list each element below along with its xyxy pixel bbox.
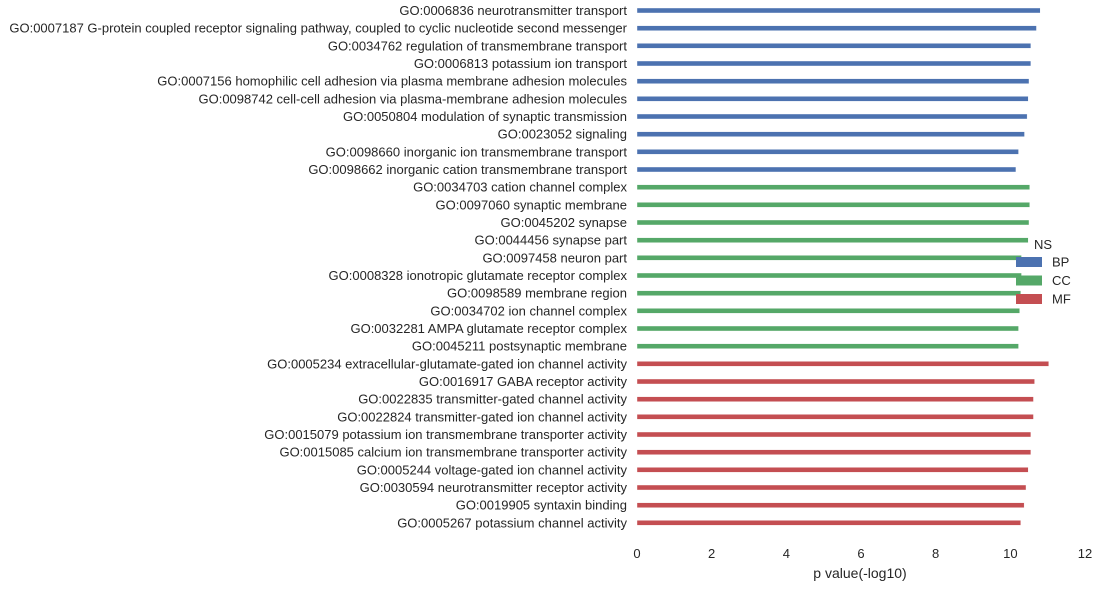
y-tick-label: GO:0015085 calcium ion transmembrane tra…	[279, 445, 627, 460]
y-tick-label: GO:0016917 GABA receptor activity	[419, 374, 628, 389]
y-tick-label: GO:0050804 modulation of synaptic transm…	[343, 109, 627, 124]
legend-label-cc: CC	[1052, 273, 1071, 288]
x-tick-label: 4	[783, 546, 790, 561]
y-tick-label: GO:0034762 regulation of transmembrane t…	[328, 38, 628, 53]
y-tick-label: GO:0030594 neurotransmitter receptor act…	[360, 480, 628, 495]
x-tick-label: 12	[1078, 546, 1092, 561]
x-tick-label: 8	[932, 546, 939, 561]
y-tick-label: GO:0008328 ionotropic glutamate receptor…	[329, 268, 628, 283]
bar-mf-26	[636, 449, 1032, 455]
y-tick-label: GO:0007156 homophilic cell adhesion via …	[157, 74, 627, 89]
y-tick-label: GO:0006836 neurotransmitter transport	[399, 3, 627, 18]
bar-mf-29	[636, 502, 1025, 508]
legend-swatch-mf	[1016, 294, 1042, 304]
legend-label-bp: BP	[1052, 255, 1069, 270]
x-axis-label: p value(-log10)	[813, 565, 906, 581]
y-tick-label: GO:0023052 signaling	[498, 127, 627, 142]
legend-label-mf: MF	[1052, 292, 1071, 307]
x-tick-label: 0	[633, 546, 640, 561]
y-tick-label: GO:0022824 transmitter-gated ion channel…	[337, 409, 627, 424]
bar-mf-25	[636, 431, 1032, 438]
bar-bp-8	[636, 131, 1025, 137]
bar-mf-28	[636, 484, 1027, 491]
y-tick-label: GO:0098589 membrane region	[447, 286, 627, 301]
y-tick-label: GO:0045202 synapse	[501, 215, 627, 230]
y-tick-label: GO:0005234 extracellular-glutamate-gated…	[267, 356, 627, 371]
y-tick-label: GO:0034702 ion channel complex	[430, 303, 627, 318]
y-tick-label: GO:0005244 voltage-gated ion channel act…	[357, 462, 628, 477]
bar-bp-7	[636, 113, 1028, 120]
bar-cc-18	[636, 308, 1020, 314]
y-tick-label: GO:0097060 synaptic membrane	[436, 197, 628, 212]
x-tick-label: 10	[1003, 546, 1017, 561]
bar-bp-9	[636, 149, 1019, 155]
y-tick-label: GO:0005267 potassium channel activity	[397, 515, 627, 530]
bar-mf-21	[636, 361, 1049, 367]
bar-mf-24	[636, 414, 1034, 420]
y-tick-label: GO:0022835 transmitter-gated channel act…	[358, 392, 627, 407]
bar-mf-23	[636, 396, 1034, 402]
bar-cc-20	[636, 343, 1019, 349]
y-tick-label: GO:0034703 cation channel complex	[413, 180, 627, 195]
y-tick-label: GO:0006813 potassium ion transport	[414, 56, 628, 71]
bar-cc-19	[636, 325, 1019, 332]
bar-bp-10	[636, 166, 1017, 173]
bar-cc-13	[636, 219, 1030, 226]
bar-cc-16	[636, 272, 1022, 279]
bar-bp-1	[636, 7, 1041, 14]
legend-swatch-bp	[1016, 257, 1042, 267]
y-tick-label: GO:0045211 postsynaptic membrane	[412, 339, 627, 354]
bar-cc-11	[636, 184, 1030, 190]
y-tick-label: GO:0098662 inorganic cation transmembran…	[308, 162, 627, 177]
bar-cc-14	[636, 237, 1029, 243]
bar-cc-17	[636, 290, 1021, 296]
x-tick-label: 2	[708, 546, 715, 561]
y-tick-labels: GO:0006836 neurotransmitter transport GO:…	[9, 3, 627, 530]
bar-bp-5	[636, 78, 1030, 84]
bar-mf-30	[636, 520, 1021, 526]
y-tick-label: GO:0097458 neuron part	[482, 250, 627, 265]
y-tick-label: GO:0044456 synapse part	[475, 233, 628, 248]
y-tick-label: GO:0098742 cell-cell adhesion via plasma…	[198, 91, 627, 106]
y-tick-label: GO:0015079 potassium ion transmembrane t…	[264, 427, 627, 442]
x-tick-labels: 0 2 4 6 8 10 12	[633, 546, 1092, 561]
x-tick-label: 6	[857, 546, 864, 561]
bars-layer	[636, 7, 1049, 526]
y-tick-label: GO:0032281 AMPA glutamate receptor compl…	[350, 321, 627, 336]
bar-bp-2	[636, 25, 1037, 31]
legend-swatch-cc	[1016, 275, 1042, 286]
bar-mf-27	[636, 467, 1029, 473]
y-tick-label: GO:0007187 G-protein coupled receptor si…	[9, 21, 627, 36]
y-tick-label: GO:0098660 inorganic ion transmembrane t…	[326, 144, 628, 159]
bar-mf-22	[636, 378, 1035, 385]
legend: NS BP CC MF	[1016, 237, 1071, 307]
bar-bp-4	[636, 60, 1032, 67]
bar-bp-3	[636, 43, 1032, 49]
y-tick-label: GO:0019905 syntaxin binding	[456, 498, 627, 513]
bar-cc-12	[636, 202, 1030, 208]
legend-title: NS	[1034, 237, 1052, 252]
bar-cc-15	[636, 255, 1022, 261]
bar-bp-6	[636, 96, 1029, 102]
